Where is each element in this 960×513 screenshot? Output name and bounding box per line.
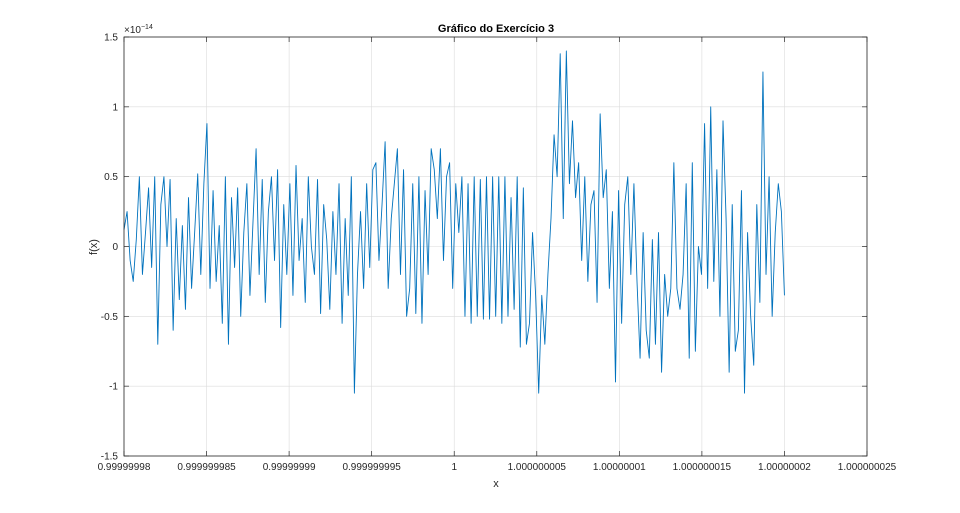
- y-tick-labels: -1.5 -1 -0.5 0 0.5 1 1.5: [101, 33, 119, 463]
- y-tick-label: 1: [112, 102, 118, 113]
- x-tick-label: 0.99999998: [98, 462, 151, 473]
- x-tick-label: 1.000000015: [673, 462, 732, 473]
- x-tick-label: 1.000000025: [838, 462, 897, 473]
- y-exponent-power: −14: [141, 24, 153, 31]
- chart-title: Gráfico do Exercício 3: [438, 23, 554, 35]
- x-tick-label: 0.999999995: [342, 462, 401, 473]
- y-axis-label: f(x): [88, 239, 100, 255]
- x-tick-label: 0.99999999: [263, 462, 316, 473]
- x-tick-label: 1.00000001: [593, 462, 646, 473]
- series-layer: [123, 50, 785, 394]
- y-tick-label: -1: [109, 382, 118, 393]
- x-axis-label: x: [493, 478, 499, 490]
- tick-marks: [123, 36, 868, 457]
- y-tick-label: 0: [112, 242, 118, 253]
- y-tick-label: 0.5: [104, 172, 118, 183]
- series-line-0: [123, 50, 785, 394]
- y-tick-label: -0.5: [101, 312, 119, 323]
- x-tick-labels: 0.99999998 0.999999985 0.99999999 0.9999999…: [98, 462, 897, 473]
- x-tick-label: 1.00000002: [758, 462, 811, 473]
- y-tick-label: -1.5: [101, 452, 119, 463]
- x-tick-label: 1.000000005: [508, 462, 567, 473]
- x-tick-label: 1: [451, 462, 457, 473]
- x-tick-label: 0.999999985: [177, 462, 236, 473]
- y-tick-label: 1.5: [104, 33, 118, 44]
- y-exponent-label: ×10−14: [124, 24, 153, 36]
